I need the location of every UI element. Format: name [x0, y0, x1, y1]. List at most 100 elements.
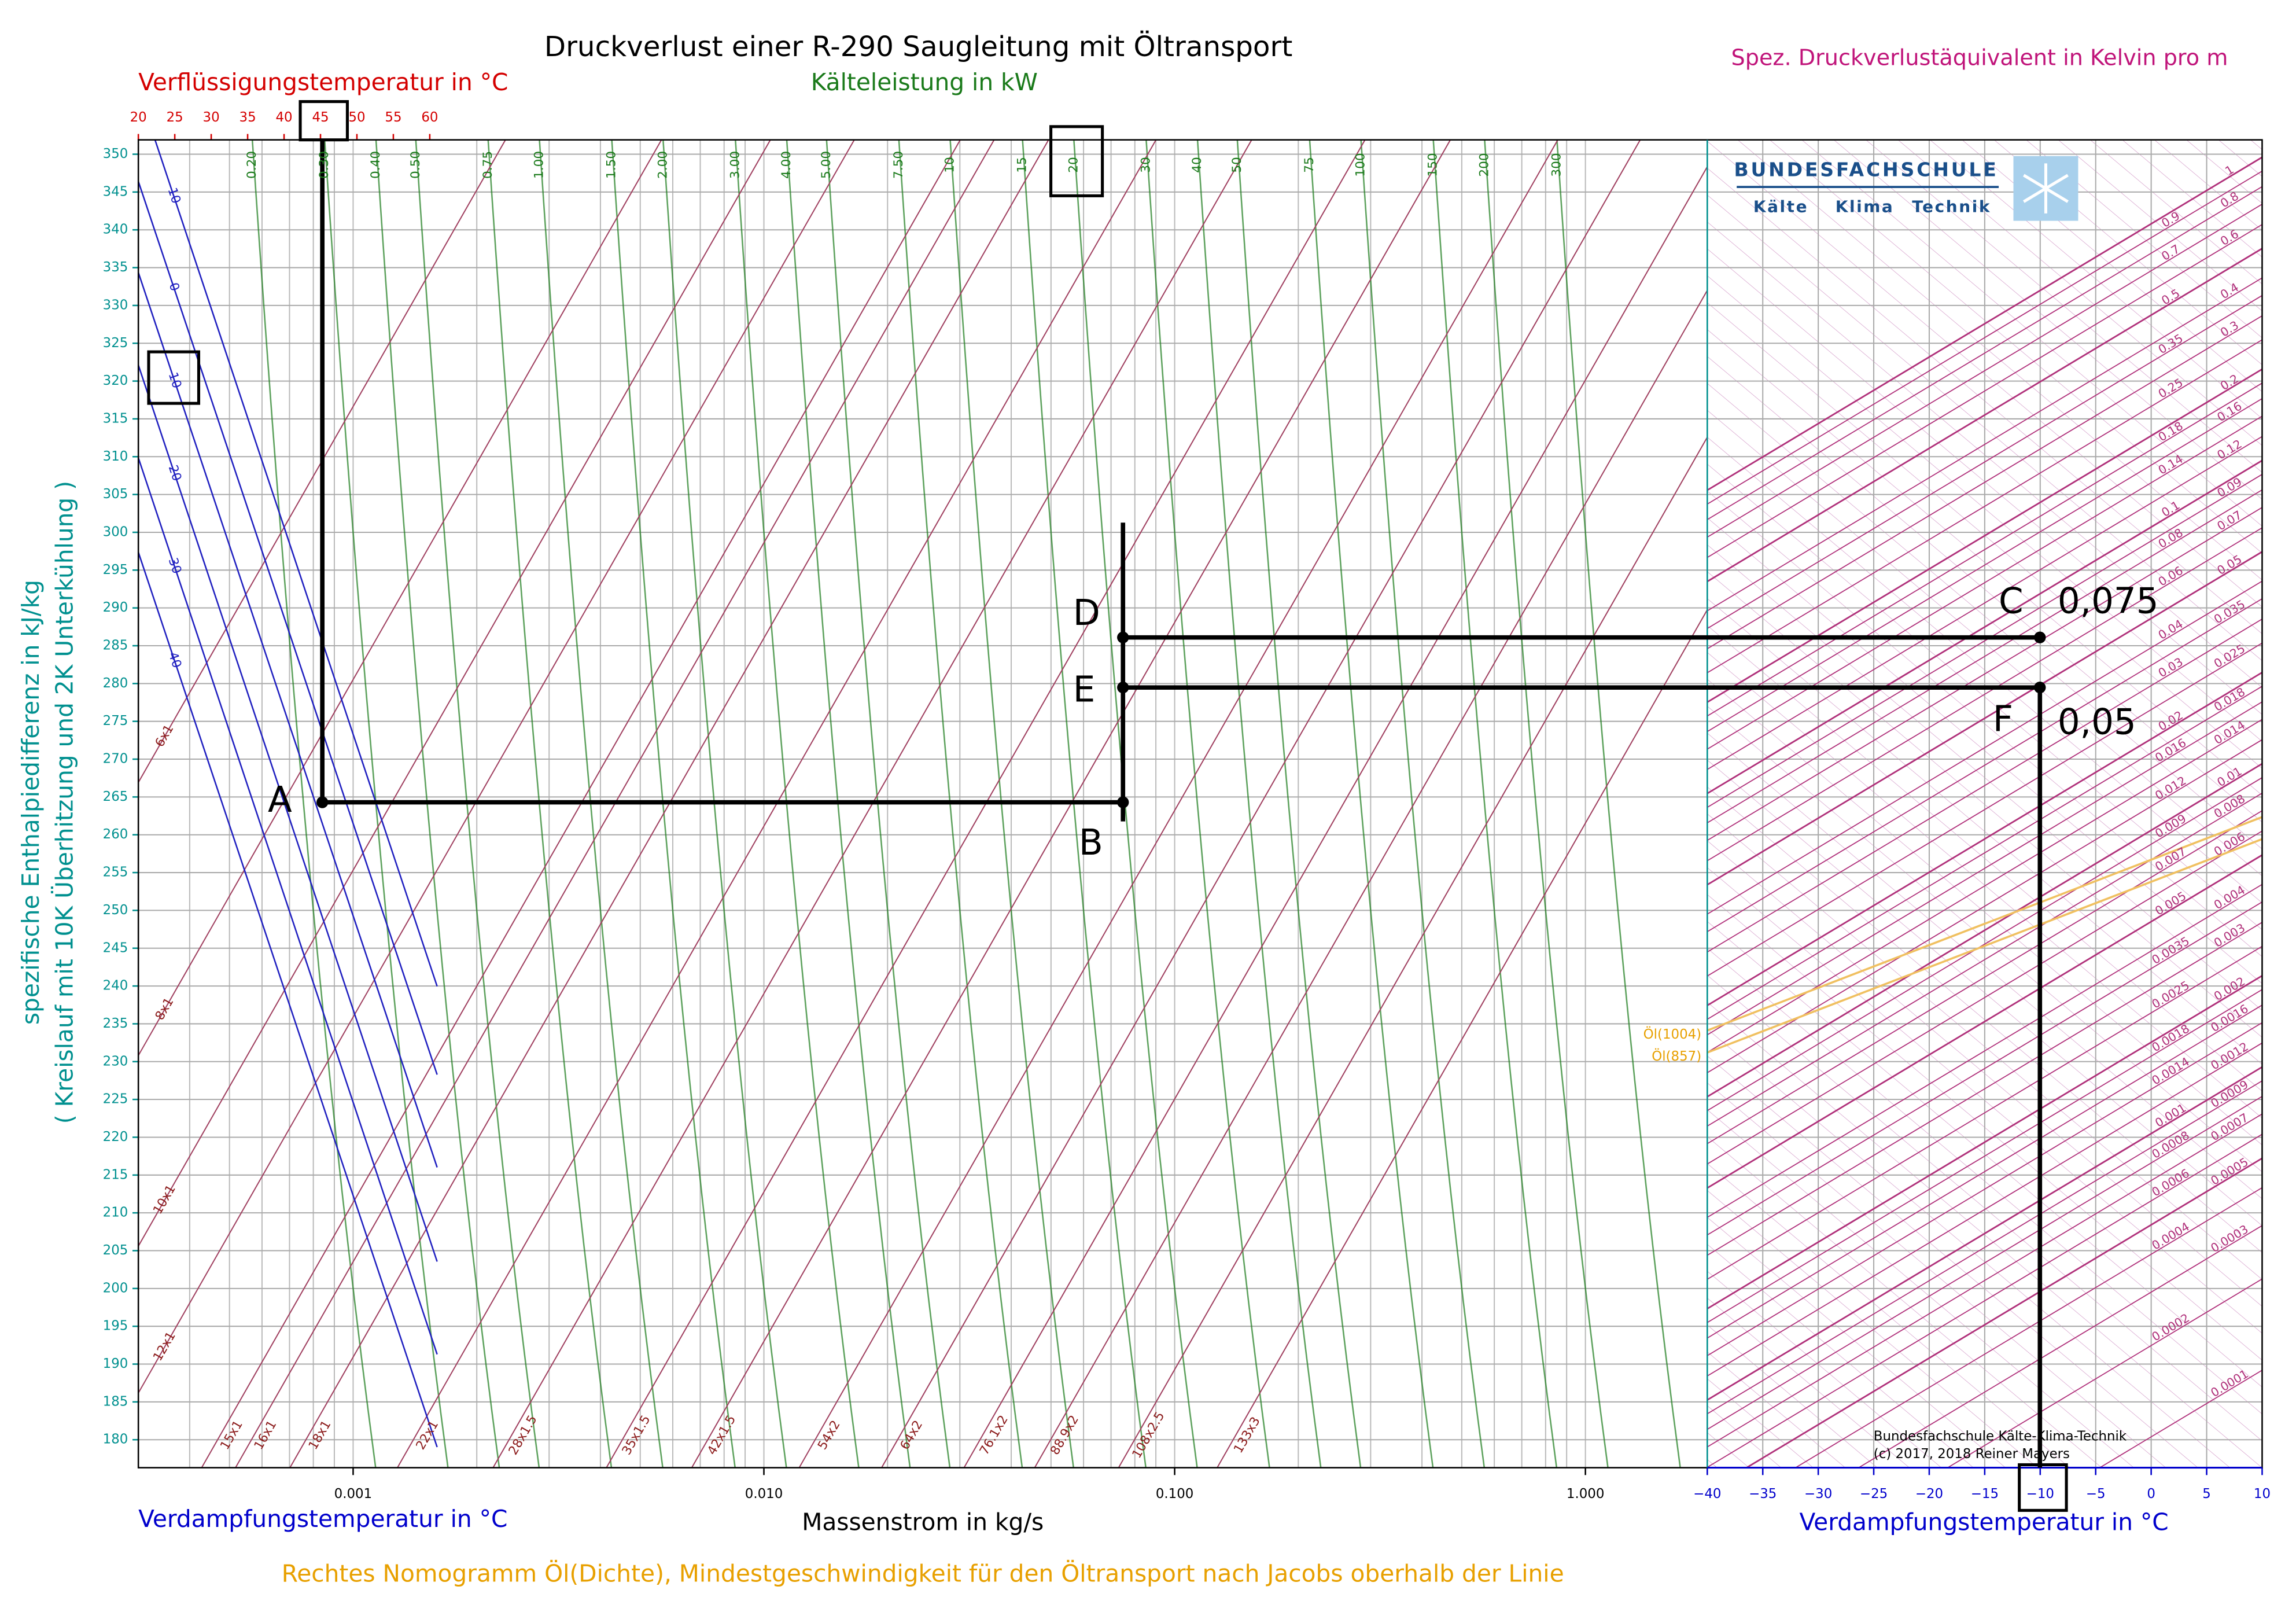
pressure-drop-line: [1707, 854, 2262, 1189]
capacity-line: [251, 139, 377, 1468]
pressure-drop-line: [1707, 436, 2262, 770]
oil-line: [1707, 838, 2262, 1054]
pressure-drop-line: [1947, 1278, 2262, 1468]
y-tick-label: 220: [103, 1129, 128, 1144]
pressure-drop-line: [1707, 763, 2262, 1098]
logo-part: Kälte: [1753, 197, 1808, 216]
capacity-tick-label: 50: [1230, 157, 1244, 173]
y-tick-label: 320: [103, 373, 128, 388]
right-tick-label: −20: [1915, 1486, 1943, 1501]
y-axis-label: spezifische Enthalpiedifferenz in kJ/kg: [17, 580, 45, 1025]
capacity-tick-label: 3.00: [728, 151, 742, 179]
y-tick-label: 345: [103, 184, 128, 199]
pressure-drop-line: [1707, 527, 2262, 862]
pressure-drop-line: [1707, 642, 2262, 977]
pipe-line: [1217, 608, 1708, 1468]
x-axis-label: Massenstrom in kg/s: [802, 1508, 1044, 1536]
pressure-drop-line: [1707, 686, 2262, 1020]
chart-title: Druckverlust einer R-290 Saugleitung mit…: [544, 31, 1292, 63]
y-tick-label: 240: [103, 978, 128, 993]
y-tick-label: 225: [103, 1092, 128, 1107]
y-tick-label: 190: [103, 1356, 128, 1371]
top-tick-label: 30: [203, 110, 220, 125]
pressure-drop-line: [1707, 170, 2262, 505]
right-tick-label: −10: [2026, 1486, 2054, 1501]
capacity-tick-label: 1.50: [605, 151, 619, 179]
pressure-drop-line: [1707, 186, 2262, 520]
right-tick-label: −5: [2086, 1486, 2106, 1501]
top-tick-label: 35: [239, 110, 256, 125]
capacity-line: [1309, 139, 1434, 1468]
pressure-drop-line: [1707, 701, 2262, 1036]
capacity-tick-label: 7.50: [891, 151, 906, 179]
evaporation-line: [154, 139, 438, 987]
pressure-drop-line: [1707, 792, 2262, 1127]
highlight-box: [147, 350, 201, 405]
y-tick-label: 255: [103, 865, 128, 880]
capacity-tick-label: 1.00: [532, 151, 547, 179]
capacity-tick-label: 5.00: [819, 151, 834, 179]
capacity-tick-label: 75: [1302, 157, 1317, 173]
oil-line: [1707, 816, 2262, 1032]
logo-part: Klima: [1836, 197, 1895, 216]
capacity-line: [1556, 139, 1681, 1468]
capacity-tick-label: 4.00: [779, 151, 794, 179]
logo: BUNDESFACHSCHULE Kälte Klima Technik: [1734, 156, 2078, 221]
pressure-drop-line: [1707, 1066, 2262, 1401]
right-tick-label: 10: [2254, 1486, 2271, 1501]
pressure-drop-line: [2099, 1370, 2262, 1468]
evaporation-line: [138, 270, 438, 1168]
capacity-tick-label: 0.40: [368, 151, 383, 179]
capacity-tick-label: 40: [1190, 157, 1204, 173]
pressure-drop-line: [1707, 204, 2262, 538]
x-tick-label: 0.010: [745, 1486, 783, 1501]
pressure-drop-line: [1707, 922, 2262, 1256]
pressure-drop-line: [1794, 1187, 2262, 1468]
pipe-line: [963, 165, 1708, 1468]
point-label: E: [1073, 669, 1096, 710]
pressure-drop-line: [1745, 1157, 2262, 1468]
highlight-box: [298, 100, 349, 142]
y-tick-label: 250: [103, 903, 128, 918]
point-label: D: [1073, 592, 1100, 634]
point: [2034, 631, 2046, 643]
capacity-tick-label: 0.20: [245, 151, 259, 179]
point: [1117, 631, 1129, 643]
y-tick-label: 350: [103, 146, 128, 161]
credit: Bundesfachschule Kälte-Klima-Technik: [1874, 1429, 2127, 1444]
top-tick-label: 50: [348, 110, 365, 125]
pressure-drop-line: [1707, 398, 2262, 733]
pressure-drop-line: [1707, 810, 2262, 1144]
y-tick-label: 230: [103, 1054, 128, 1069]
pressure-drop-line: [1707, 248, 2262, 583]
capacity-tick-label: 150: [1426, 153, 1440, 176]
capacity-tick-label: 0.75: [481, 151, 495, 179]
y-tick-label: 180: [103, 1432, 128, 1447]
y-tick-label: 205: [103, 1243, 128, 1258]
evaporation-line: [138, 179, 438, 1075]
y-tick-label: 300: [103, 524, 128, 539]
pressure-drop-line: [1707, 277, 2262, 612]
right-tick-label: −40: [1693, 1486, 1721, 1501]
capacity-tick-label: 0.50: [408, 151, 423, 179]
y-tick-label: 185: [103, 1394, 128, 1409]
highlight-box: [1049, 125, 1104, 197]
evaporation-line: [138, 550, 438, 1448]
pressure-drop-line: [1707, 884, 2262, 1218]
point: [1117, 796, 1129, 808]
pressure-drop-line: [1707, 580, 2262, 915]
pressure-drop-line: [1707, 1004, 2262, 1339]
capacity-tick-label: 0.30: [317, 151, 331, 179]
pipe-line: [138, 139, 662, 1057]
pressure-drop-line: [1707, 415, 2262, 750]
pressure-drop-line: [1707, 901, 2262, 1236]
pressure-drop-line: [1707, 975, 2262, 1309]
pressure-drop-line: [1707, 224, 2262, 558]
evaporation-line: [138, 362, 438, 1262]
right-tick-label: −25: [1860, 1486, 1888, 1501]
y-tick-label: 280: [103, 676, 128, 691]
y-tick-label: 275: [103, 713, 128, 728]
y-tick-label: 195: [103, 1319, 128, 1334]
capacity-tick-label: 200: [1477, 153, 1491, 176]
